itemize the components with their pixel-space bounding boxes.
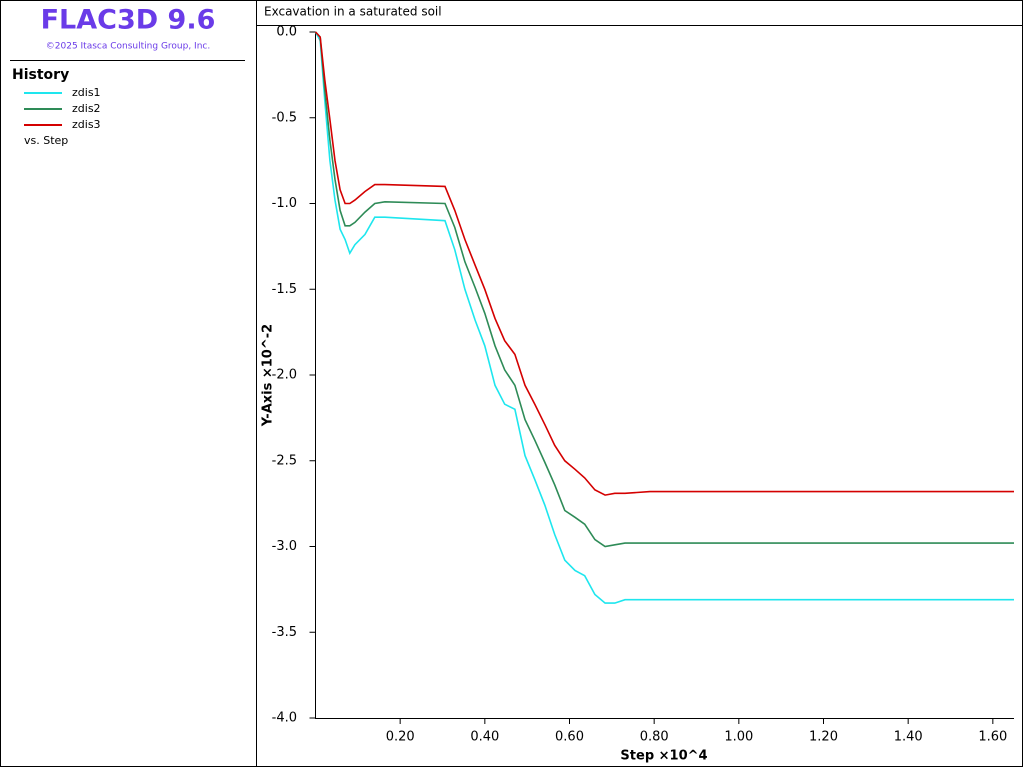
y-tick-label: 0.0 — [276, 25, 297, 40]
x-tick-label: 0.20 — [386, 730, 415, 745]
y-tick-label: -3.0 — [272, 539, 297, 554]
legend-note: vs. Step — [24, 134, 68, 147]
y-tick-label: -4.0 — [272, 711, 297, 726]
app-title: FLAC3D 9.6 — [41, 5, 216, 36]
y-tick-label: -1.0 — [272, 196, 297, 211]
legend-label: zdis3 — [72, 118, 101, 131]
x-axis-label: Step ×10^4 — [620, 749, 707, 764]
legend-title: History — [12, 67, 69, 83]
x-tick-label: 0.40 — [470, 730, 499, 745]
y-tick-label: -0.5 — [272, 110, 297, 125]
x-tick-label: 1.60 — [978, 730, 1007, 745]
x-tick-label: 1.40 — [894, 730, 923, 745]
y-tick-label: -2.0 — [272, 368, 297, 383]
x-tick-label: 1.00 — [724, 730, 753, 745]
y-tick-label: -1.5 — [272, 282, 297, 297]
y-axis-label: Y-Axis ×10^-2 — [261, 324, 276, 427]
series-line — [314, 31, 1014, 496]
y-tick-label: -2.5 — [272, 453, 297, 468]
x-tick-label: 0.60 — [555, 730, 584, 745]
series-line — [314, 31, 1014, 604]
legend-label: zdis1 — [72, 86, 101, 99]
legend-label: zdis2 — [72, 102, 101, 115]
x-tick-label: 1.20 — [809, 730, 838, 745]
x-tick-label: 0.80 — [640, 730, 669, 745]
copyright: ©2025 Itasca Consulting Group, Inc. — [46, 42, 210, 52]
series-line — [314, 31, 1014, 548]
chart-title: Excavation in a saturated soil — [264, 5, 442, 19]
y-tick-label: -3.5 — [272, 625, 297, 640]
